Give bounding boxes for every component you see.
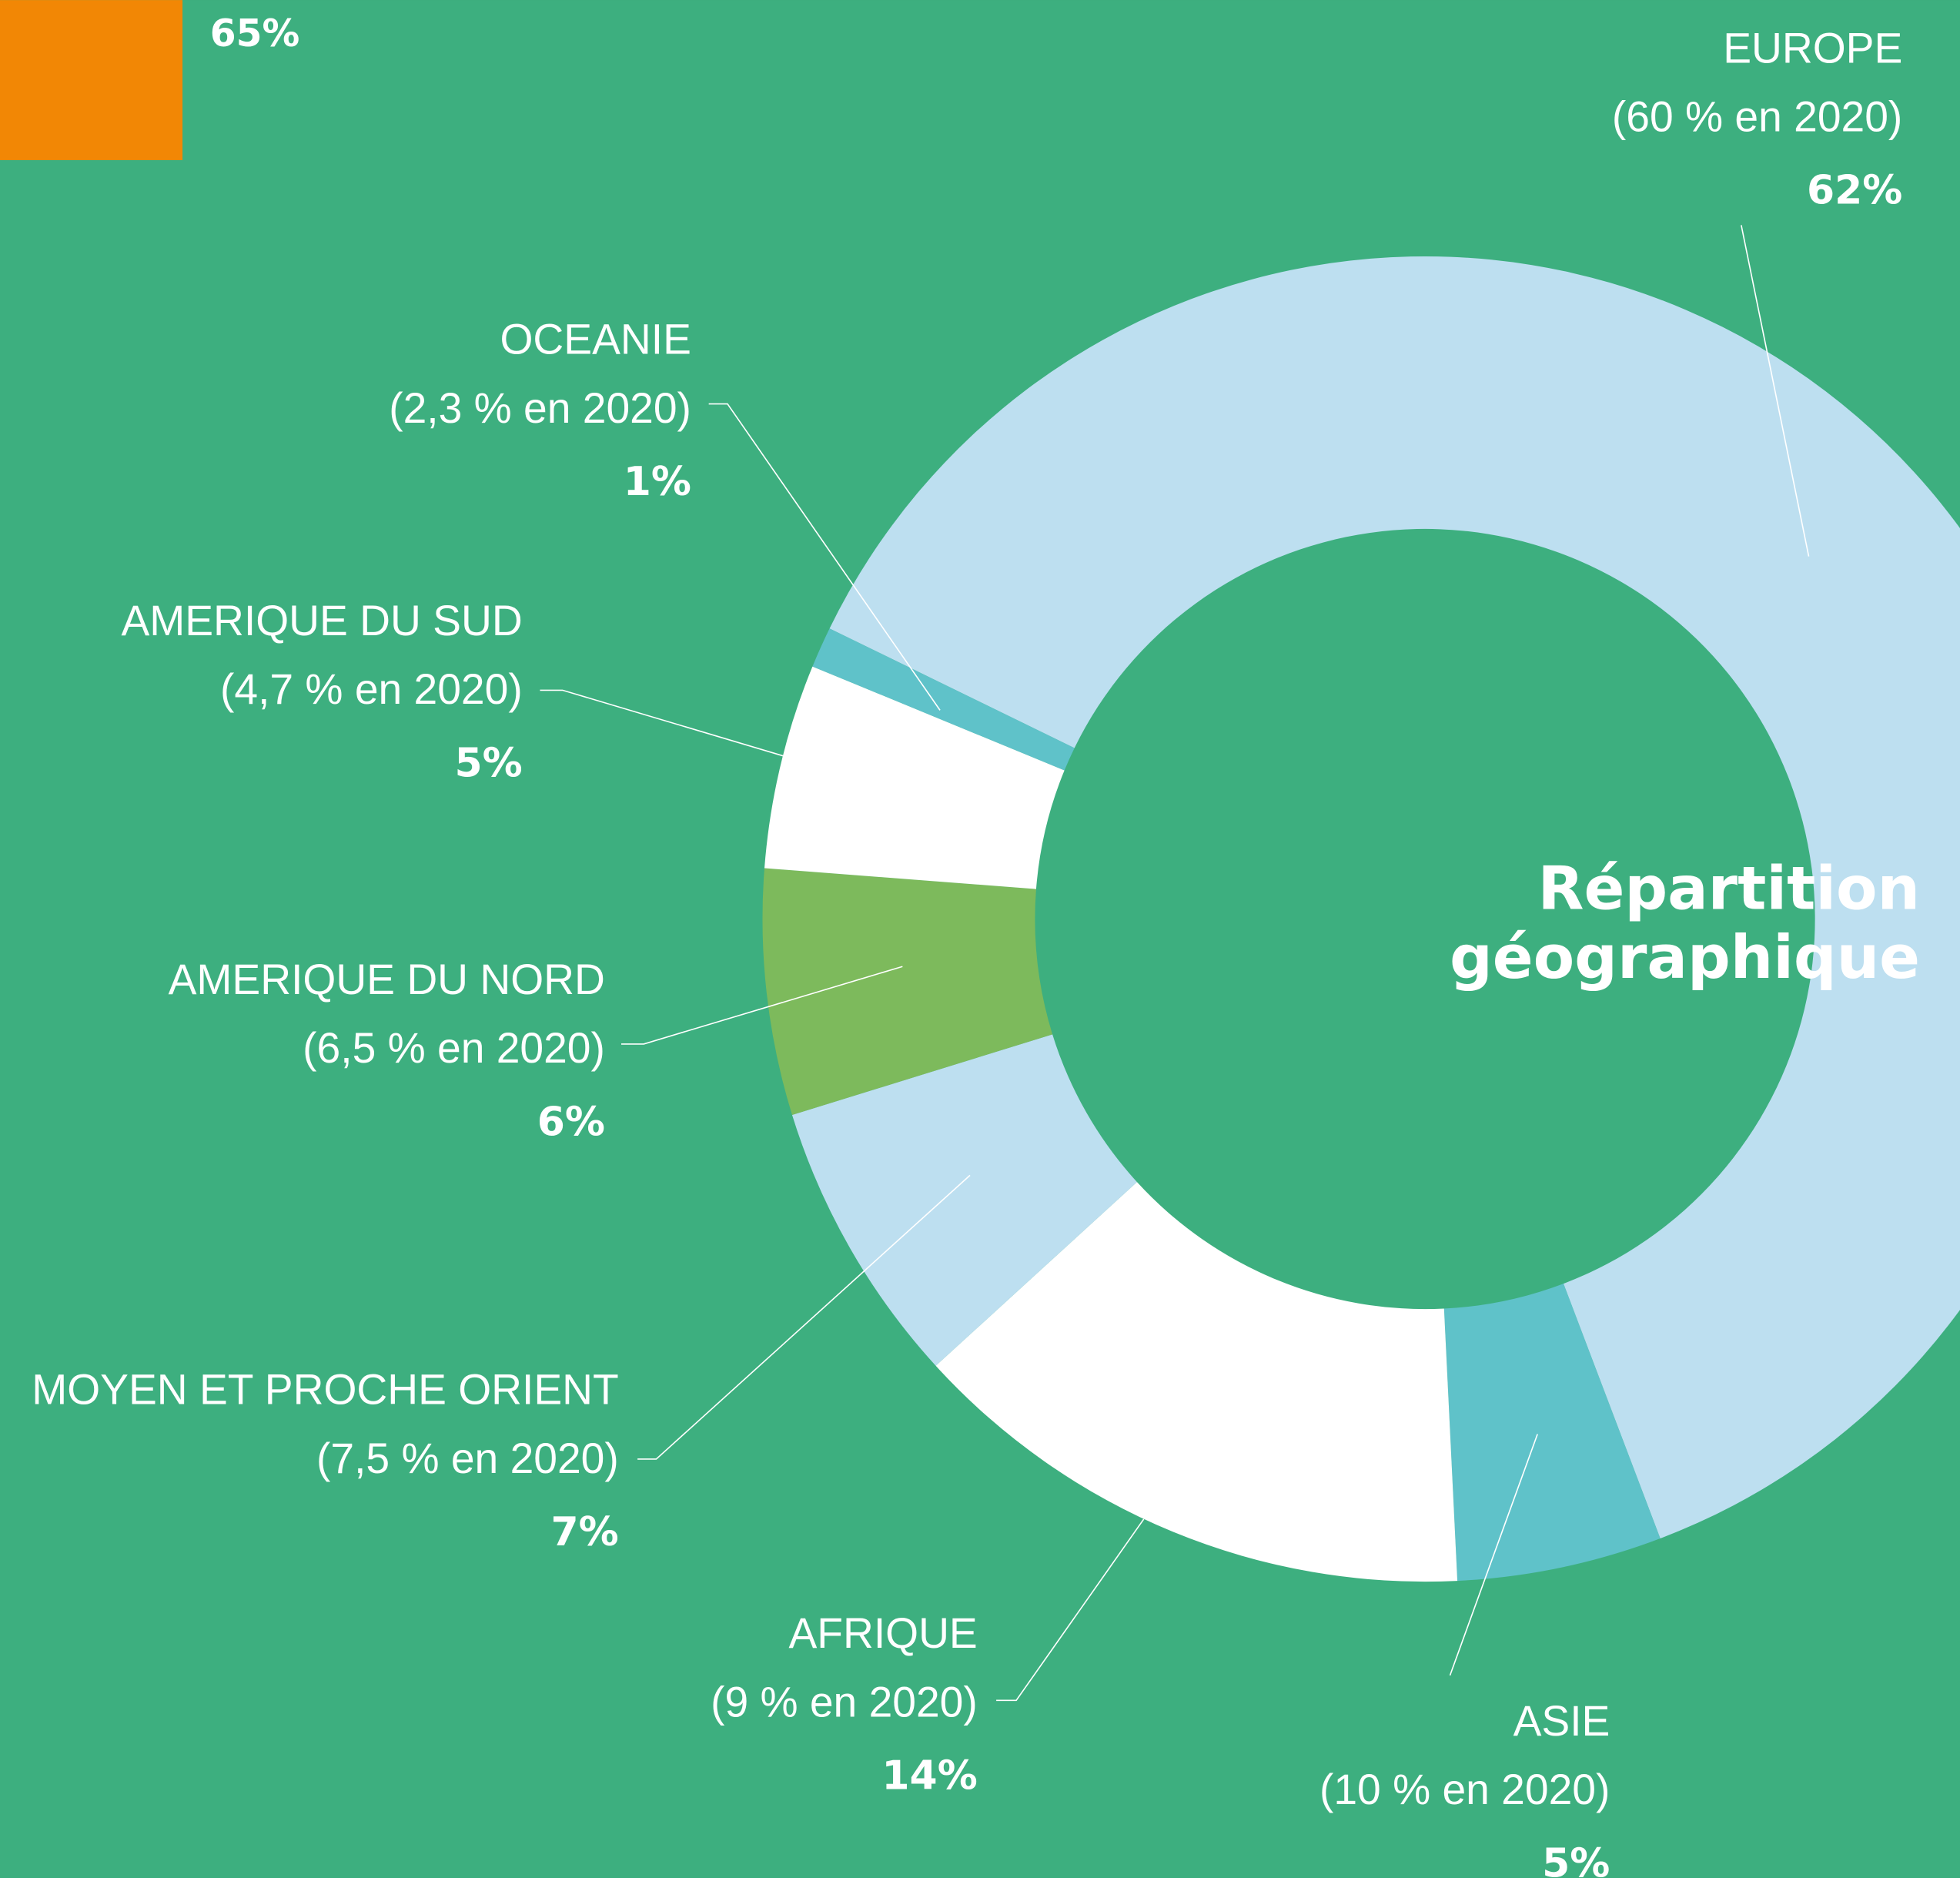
secondary-label: (9 % en 2020): [711, 1678, 978, 1726]
category-label: MOYEN ET PROCHE ORIENT: [32, 1366, 619, 1414]
category-label: AFRIQUE: [788, 1609, 977, 1657]
leader-line: [708, 403, 941, 711]
value-label: 7%: [551, 1509, 619, 1555]
category-label: AMERIQUE DU NORD: [169, 956, 605, 1003]
donut-segment: [764, 666, 1065, 889]
secondary-label: (60 % en 2020): [1612, 93, 1902, 141]
secondary-label: (6,5 % en 2020): [303, 1024, 605, 1072]
secondary-label: (10 % en 2020): [1319, 1766, 1610, 1813]
chart-title: géographique: [1450, 923, 1920, 993]
category-label: ASIE: [1513, 1697, 1610, 1745]
category-label: OCEANIE: [500, 316, 691, 363]
partial-legend-label: 65%: [210, 12, 300, 55]
value-label: 62%: [1807, 168, 1902, 214]
secondary-label: (7,5 % en 2020): [316, 1434, 619, 1482]
leader-line: [1449, 1434, 1538, 1676]
value-label: 6%: [537, 1099, 605, 1145]
category-label: AMERIQUE DU SUD: [121, 597, 522, 644]
donut-segment: [791, 1034, 1137, 1366]
category-label: EUROPE: [1723, 24, 1902, 72]
leader-line: [637, 1174, 971, 1460]
leader-line: [540, 689, 785, 758]
donut-segment: [935, 1182, 1458, 1582]
secondary-label: (2,3 % en 2020): [389, 384, 691, 432]
value-label: 5%: [1542, 1840, 1610, 1878]
chart-title: Répartition: [1537, 855, 1920, 924]
leader-line: [1741, 225, 1810, 557]
leader-line: [996, 1518, 1145, 1702]
value-label: 1%: [624, 459, 691, 505]
donut-segment: [829, 256, 1960, 1539]
partial-legend-swatch: [0, 0, 183, 160]
donut-segment: [812, 628, 1075, 771]
value-label: 5%: [455, 740, 523, 786]
secondary-label: (4,7 % en 2020): [220, 665, 523, 713]
value-label: 14%: [881, 1753, 977, 1799]
donut-segment: [1443, 1284, 1661, 1582]
leader-line: [620, 966, 903, 1045]
donut-segment: [762, 868, 1053, 1115]
